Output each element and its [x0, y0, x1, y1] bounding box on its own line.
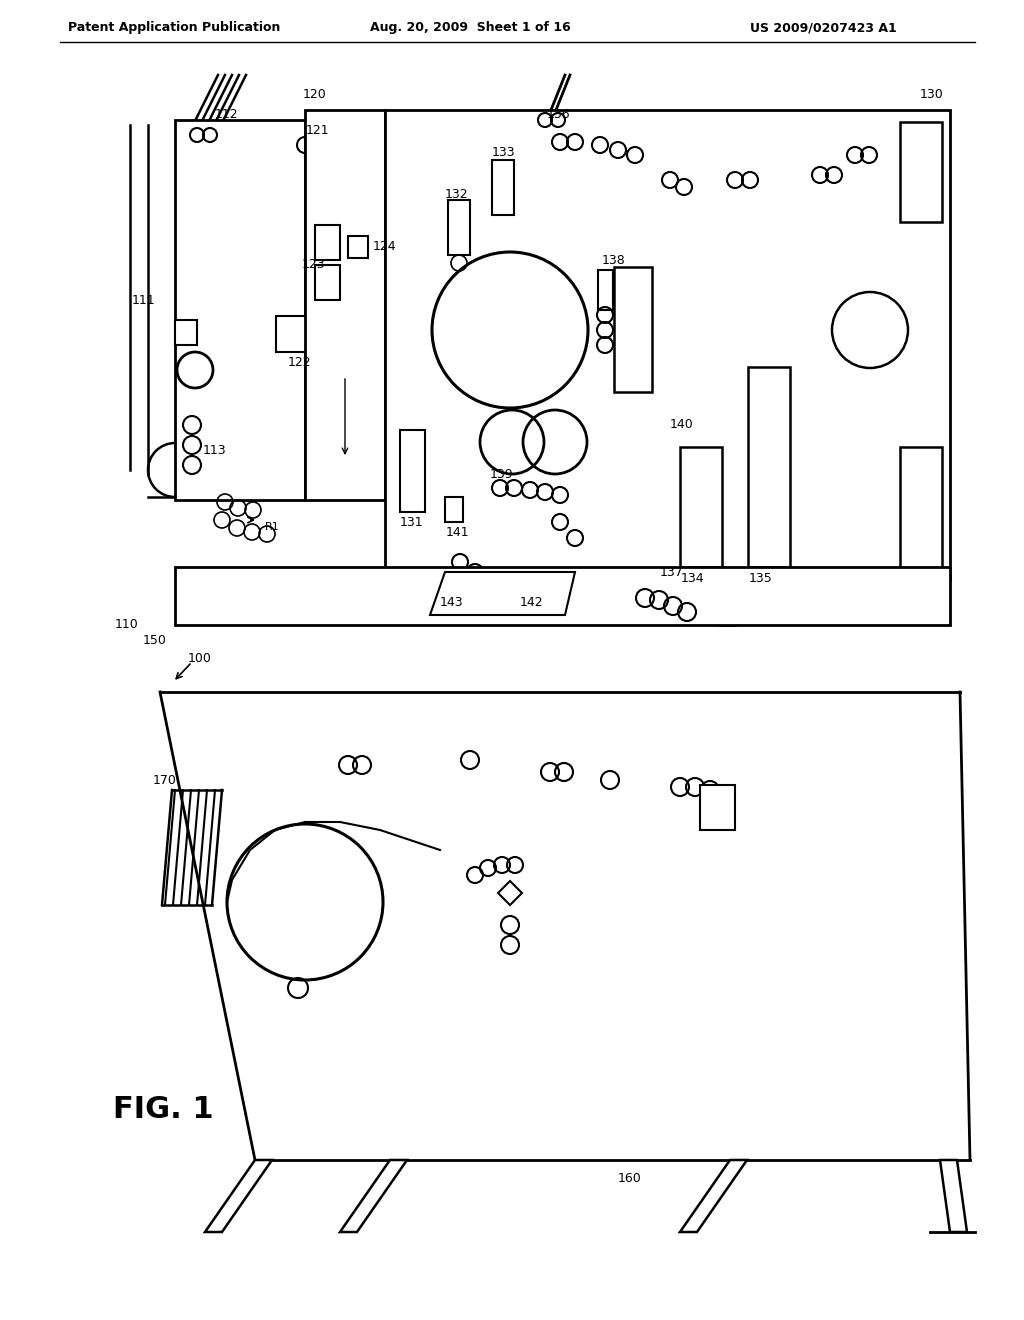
Text: 113: 113	[203, 444, 226, 457]
Bar	[175, 568, 950, 624]
Text: 122: 122	[288, 355, 311, 368]
Text: 130: 130	[920, 88, 944, 102]
Bar	[305, 110, 385, 500]
Text: 135: 135	[749, 572, 773, 585]
Bar	[400, 430, 425, 512]
Text: R1: R1	[265, 521, 280, 532]
Polygon shape	[205, 1160, 272, 1232]
Bar	[175, 120, 305, 500]
Text: 134: 134	[681, 572, 705, 585]
Text: 100: 100	[188, 652, 212, 664]
Bar	[614, 267, 652, 392]
Text: US 2009/0207423 A1: US 2009/0207423 A1	[750, 21, 897, 34]
Bar	[748, 367, 790, 568]
Text: 131: 131	[400, 516, 424, 528]
Text: 112: 112	[215, 108, 239, 121]
Text: 120: 120	[303, 88, 327, 102]
Text: 121: 121	[306, 124, 330, 136]
Text: 137: 137	[660, 565, 684, 578]
Polygon shape	[680, 1160, 746, 1232]
Bar	[449, 201, 470, 255]
Text: 138: 138	[602, 253, 626, 267]
Text: 141: 141	[446, 525, 470, 539]
Bar	[492, 160, 514, 215]
Text: 136: 136	[547, 108, 570, 121]
Text: 143: 143	[440, 595, 464, 609]
Bar	[598, 271, 613, 310]
Bar	[900, 447, 942, 572]
Text: 160: 160	[618, 1172, 642, 1184]
Text: 132: 132	[445, 189, 469, 202]
Text: 110: 110	[115, 619, 138, 631]
Bar	[445, 498, 463, 521]
Bar	[315, 224, 340, 260]
Polygon shape	[498, 880, 522, 906]
Bar	[900, 121, 942, 222]
Polygon shape	[340, 1160, 407, 1232]
Bar	[348, 236, 368, 257]
Text: Aug. 20, 2009  Sheet 1 of 16: Aug. 20, 2009 Sheet 1 of 16	[370, 21, 570, 34]
Text: FIG. 1: FIG. 1	[113, 1096, 214, 1125]
Bar	[385, 110, 950, 579]
Text: 150: 150	[143, 634, 167, 647]
Text: 123: 123	[302, 259, 326, 272]
Text: 124: 124	[373, 240, 396, 253]
Text: 139: 139	[490, 469, 514, 482]
Text: 170: 170	[153, 774, 177, 787]
Polygon shape	[430, 572, 575, 615]
Text: Patent Application Publication: Patent Application Publication	[68, 21, 281, 34]
Text: 133: 133	[492, 147, 516, 160]
Text: 140: 140	[670, 418, 693, 432]
Bar	[276, 315, 308, 352]
Bar	[175, 319, 197, 345]
Bar	[315, 265, 340, 300]
Bar	[680, 447, 722, 568]
Polygon shape	[940, 1160, 967, 1232]
Bar	[700, 785, 735, 830]
Text: 111: 111	[132, 293, 156, 306]
Text: 142: 142	[520, 595, 544, 609]
